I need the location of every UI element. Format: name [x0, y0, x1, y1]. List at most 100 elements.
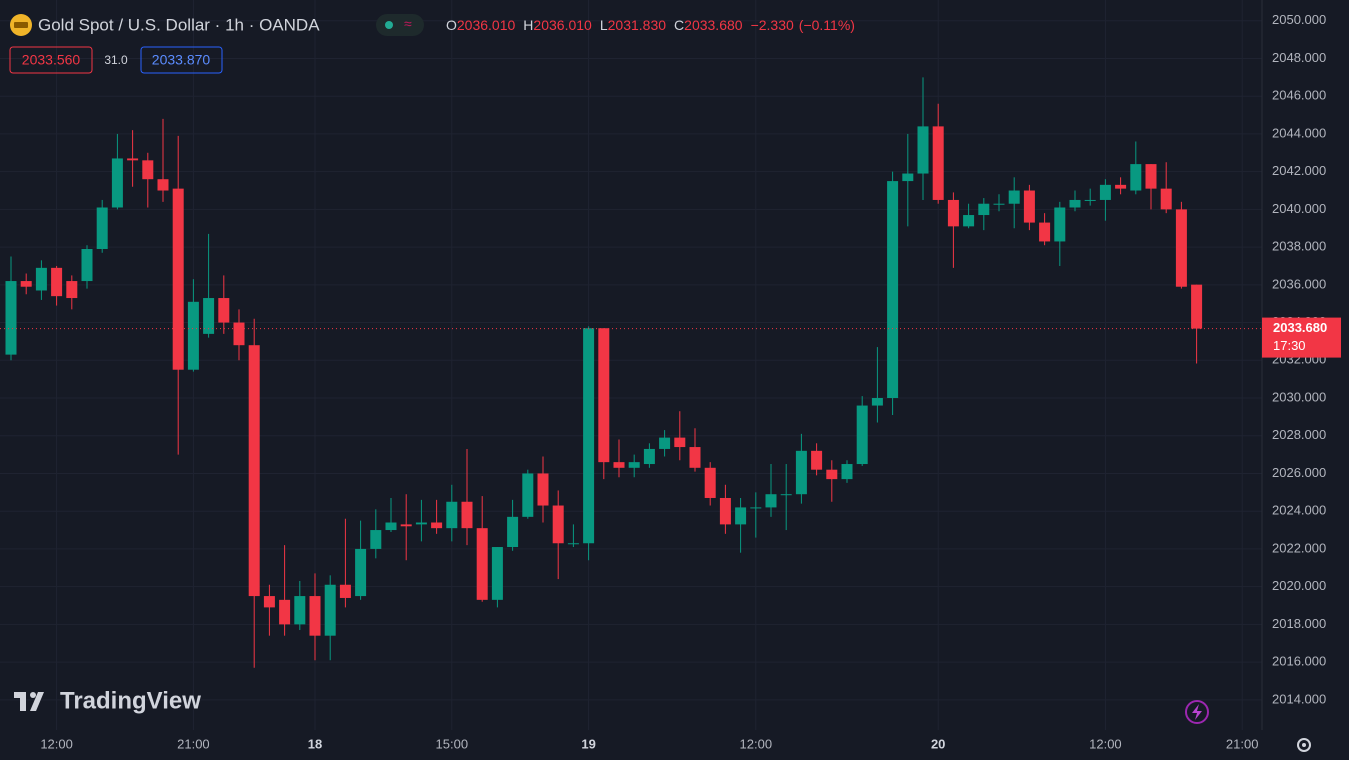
ohlc-key: O: [446, 17, 457, 33]
symbol-title[interactable]: Gold Spot / U.S. Dollar · 1h · OANDA: [38, 15, 320, 34]
candle-body: [628, 462, 640, 468]
candle-body: [127, 158, 139, 161]
candle-body: [947, 199, 959, 227]
candle-body: [719, 497, 731, 525]
candle-body: [461, 501, 473, 529]
x-tick-label: 19: [581, 736, 595, 751]
candle-body: [446, 501, 458, 529]
candles: [5, 77, 1203, 668]
y-tick-label: 2038.000: [1272, 239, 1326, 254]
candle-body: [1084, 199, 1096, 201]
candle-body: [370, 530, 382, 549]
candle-body: [750, 507, 762, 509]
buy-button[interactable]: [140, 46, 223, 74]
y-tick-label: 2018.000: [1272, 616, 1326, 631]
candle-body: [1175, 209, 1187, 287]
candle-body: [1099, 184, 1111, 200]
candle-body: [157, 179, 169, 191]
candle-body: [233, 322, 245, 346]
candle-body: [674, 437, 686, 448]
alert-bolt: [1192, 704, 1202, 720]
candle-body: [294, 596, 306, 625]
candle-body: [279, 599, 291, 625]
market-toggle[interactable]: [376, 14, 424, 36]
candle-body: [51, 267, 63, 297]
candle-body: [1023, 190, 1035, 223]
y-tick-label: 2028.000: [1272, 427, 1326, 442]
y-tick-label: 2030.000: [1272, 389, 1326, 404]
candle-body: [643, 448, 655, 465]
candle-body: [187, 301, 199, 370]
delay-icon: ≈: [404, 16, 412, 32]
candle-body: [659, 437, 671, 449]
candle-body: [66, 281, 78, 299]
candle-body: [887, 181, 899, 399]
candle-body: [431, 522, 443, 529]
candle-body: [355, 548, 367, 597]
ohlc-key: H: [523, 17, 533, 33]
candle-body: [1069, 199, 1081, 208]
candle-body: [993, 203, 1005, 205]
y-tick-label: 2042.000: [1272, 163, 1326, 178]
y-tick-label: 2024.000: [1272, 503, 1326, 518]
x-tick-label: 21:00: [1226, 736, 1259, 751]
ohlc-legend: O2036.010 H2036.010 L2031.830 C2033.680 −2.3…: [446, 17, 855, 33]
candle-body: [1039, 222, 1051, 242]
candle-body: [932, 126, 944, 200]
ask-price[interactable]: 2033.870: [152, 52, 211, 68]
ohlc-key: L: [600, 17, 608, 33]
market-open-dot: [385, 21, 393, 29]
candle-body: [735, 507, 747, 525]
x-tick-label: 21:00: [177, 736, 210, 751]
y-tick-label: 2022.000: [1272, 540, 1326, 555]
watermark-logo: [14, 692, 44, 711]
candle-body: [689, 447, 701, 468]
ohlc-value: 2031.830: [608, 17, 667, 33]
symbol-icon-bar: [14, 22, 28, 28]
candle-body: [856, 405, 868, 465]
y-tick-label: 2048.000: [1272, 50, 1326, 65]
sell-button[interactable]: [9, 46, 93, 74]
candle-body: [415, 522, 427, 525]
candle-body: [172, 188, 184, 370]
x-tick-label: 20: [931, 736, 945, 751]
change: −2.330: [751, 17, 794, 33]
candle-body: [811, 450, 823, 470]
x-tick-label: 12:00: [740, 736, 773, 751]
candle-body: [96, 207, 108, 249]
candle-body: [795, 450, 807, 495]
candle-body: [385, 522, 397, 531]
candle-body: [111, 158, 123, 208]
candle-body: [324, 584, 336, 636]
bid-price[interactable]: 2033.560: [22, 52, 81, 68]
candle-body: [537, 473, 549, 506]
candle-body: [598, 328, 610, 463]
y-tick-label: 2026.000: [1272, 465, 1326, 480]
candle-body: [780, 494, 792, 496]
ohlc-value: 2036.010: [533, 17, 592, 33]
candle-body: [248, 345, 260, 597]
last-price-label: 2033.680: [1273, 320, 1327, 335]
candle-body: [263, 596, 275, 608]
watermark: TradingView: [60, 687, 201, 714]
settings-dot: [1302, 743, 1306, 747]
candle-body: [826, 469, 838, 480]
candle-body: [978, 203, 990, 216]
last-price-box: [1262, 317, 1341, 358]
candle-body: [1145, 164, 1157, 189]
x-tick-label: 12:00: [40, 736, 73, 751]
settings-icon[interactable]: [1297, 738, 1311, 752]
candle-body: [1115, 184, 1127, 189]
candle-body: [339, 584, 351, 598]
x-tick-label: 12:00: [1089, 736, 1122, 751]
candle-body: [963, 215, 975, 227]
change-pct: (−0.11%): [799, 17, 855, 33]
alert-icon[interactable]: [1185, 700, 1209, 724]
candle-body: [1054, 207, 1066, 242]
candle-body: [1130, 164, 1142, 191]
candle-body: [142, 160, 154, 180]
candle-body: [491, 547, 503, 600]
